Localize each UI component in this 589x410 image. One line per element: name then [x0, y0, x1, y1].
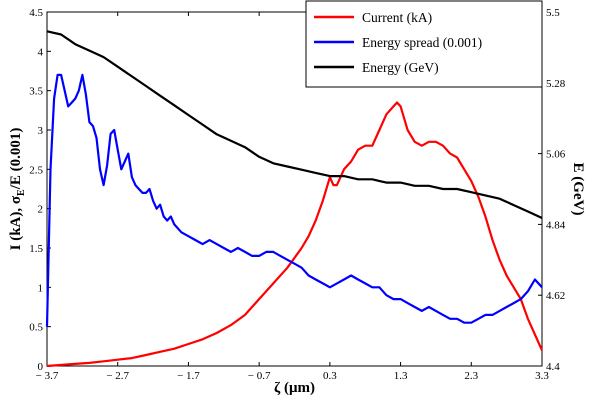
legend-label: Energy spread (0.001): [362, 35, 482, 50]
y-right-tick-label: 5.5: [546, 7, 560, 19]
y-right-tick-label: 5.06: [546, 149, 566, 161]
y-right-tick-label: 5.28: [546, 78, 566, 90]
legend-label: Energy (GeV): [362, 60, 439, 75]
y-left-tick-label: 3.5: [29, 86, 43, 98]
series-line-energy-spread-0-001: [47, 75, 542, 327]
y-left-tick-label: 3: [38, 125, 44, 137]
y-left-tick-label: 0.5: [29, 322, 43, 334]
legend-label: Current (kA): [362, 10, 432, 25]
y-left-tick-label: 0: [38, 361, 44, 373]
x-axis-title: ζ (μm): [274, 380, 315, 396]
x-tick-label: 1.3: [394, 370, 408, 382]
y-left-axis-title: I (kA), σE/E (0.001): [8, 128, 27, 251]
y-right-axis-title: E (GeV): [570, 163, 586, 216]
y-left-tick-label: 1.5: [29, 243, 43, 255]
y-left-tick-label: 2: [38, 204, 44, 216]
x-tick-label: 2.3: [464, 370, 478, 382]
y-left-tick-label: 2.5: [29, 164, 43, 176]
y-left-tick-label: 1: [38, 282, 44, 294]
y-left-tick-label: 4: [38, 46, 44, 58]
x-tick-label: 0.3: [323, 370, 337, 382]
y-left-axis-title-tail: /E (0.001): [8, 128, 24, 191]
x-tick-label: − 2.7: [106, 370, 129, 382]
series-line-current-ka: [47, 103, 542, 367]
y-right-tick-label: 4.62: [546, 290, 565, 302]
y-right-tick-label: 4.84: [546, 219, 566, 231]
y-right-tick-label: 4.4: [546, 361, 560, 373]
x-tick-label: − 0.7: [248, 370, 271, 382]
y-left-tick-label: 4.5: [29, 7, 43, 19]
x-tick-label: − 1.7: [177, 370, 200, 382]
y-left-axis-title-main: I (kA), σ: [8, 195, 24, 250]
